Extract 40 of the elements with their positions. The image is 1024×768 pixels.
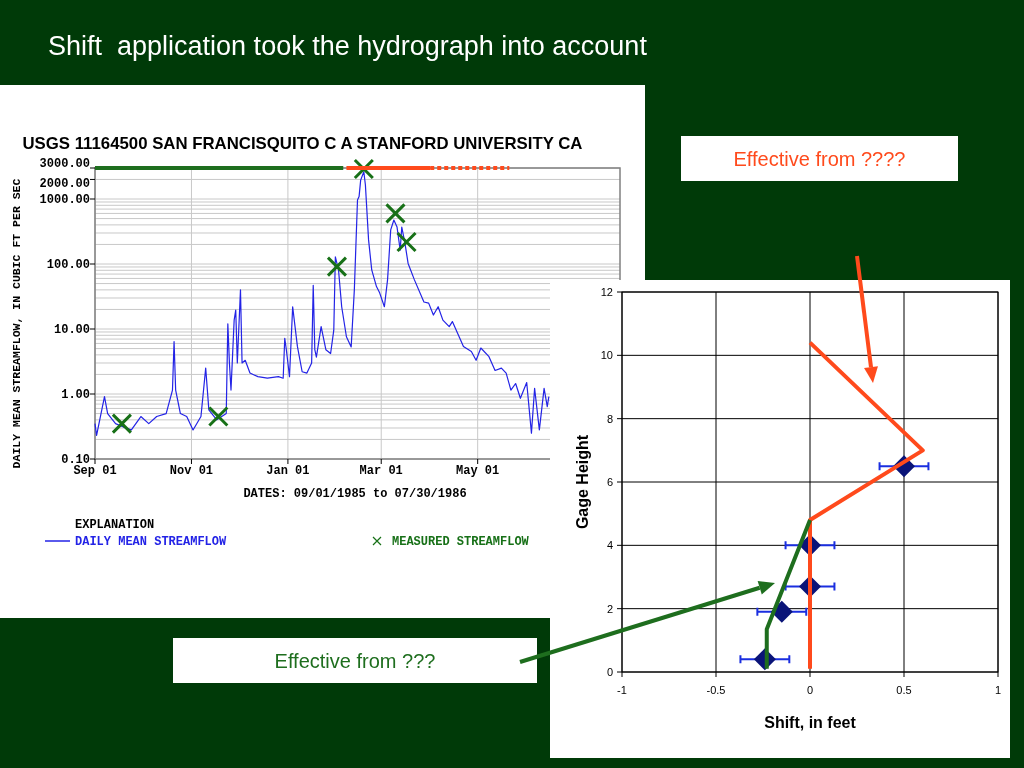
y-tick-label: 2 (606, 602, 613, 615)
text: Effective from ???? (733, 147, 906, 170)
chart-title: Shift application took the hydrograph into account (48, 31, 648, 61)
y-axis-title: DAILY MEAN STREAMFLOW, IN CUBIC FT PER SEC (10, 178, 23, 469)
y-tick-label: 10 (600, 349, 613, 362)
point (207, 406, 229, 428)
y-tick-label: 1.00 (61, 388, 90, 402)
y-tick-label: 0 (606, 666, 613, 678)
point (396, 231, 418, 253)
x-tick-label: Mar 01 (359, 464, 403, 478)
point (384, 202, 406, 224)
legend-label: MEASURED STREAMFLOW (392, 535, 530, 549)
point (111, 413, 133, 435)
x-axis-title: DATES: 09/01/1985 to 07/30/1986 (243, 487, 467, 501)
x-tick-label: 0 (806, 684, 814, 696)
x-tick-label: -0.5 (706, 684, 726, 696)
chart-subtitle: USGS 11164500 SAN FRANCISQUITO C A STANFORD UNIVERSITY CA (22, 134, 590, 153)
x-tick-label: May 01 (456, 464, 500, 478)
y-tick-label: 8 (606, 412, 613, 425)
x-tick-label: 0.5 (896, 684, 912, 696)
x-tick-label: 1 (994, 684, 1002, 696)
x-tick-label: Sep 01 (73, 464, 117, 478)
y-tick-label: 6 (606, 476, 613, 488)
text: Effective from ??? (274, 649, 436, 672)
x-tick-label: Jan 01 (266, 464, 310, 478)
y-tick-label: 100.00 (46, 258, 90, 273)
x-axis-title: Shift, in feet (764, 714, 857, 731)
x-tick-label: Nov 01 (169, 464, 214, 478)
y-axis-title: Gage Height (574, 434, 591, 530)
y-tick-label: 2000.00 (39, 177, 90, 192)
y-tick-label: 1000.00 (39, 193, 90, 208)
y-tick-label: 4 (606, 539, 613, 552)
x-tick-label: -1 (617, 684, 627, 696)
y-tick-label: 10.00 (53, 323, 90, 338)
point (326, 256, 348, 278)
y-tick-label: 12 (600, 286, 613, 298)
legend-title: EXPLANATION (75, 518, 155, 532)
legend-label: DAILY MEAN STREAMFLOW (75, 535, 228, 549)
line-series (808, 340, 925, 671)
y-tick-label: 3000.00 (39, 157, 90, 171)
